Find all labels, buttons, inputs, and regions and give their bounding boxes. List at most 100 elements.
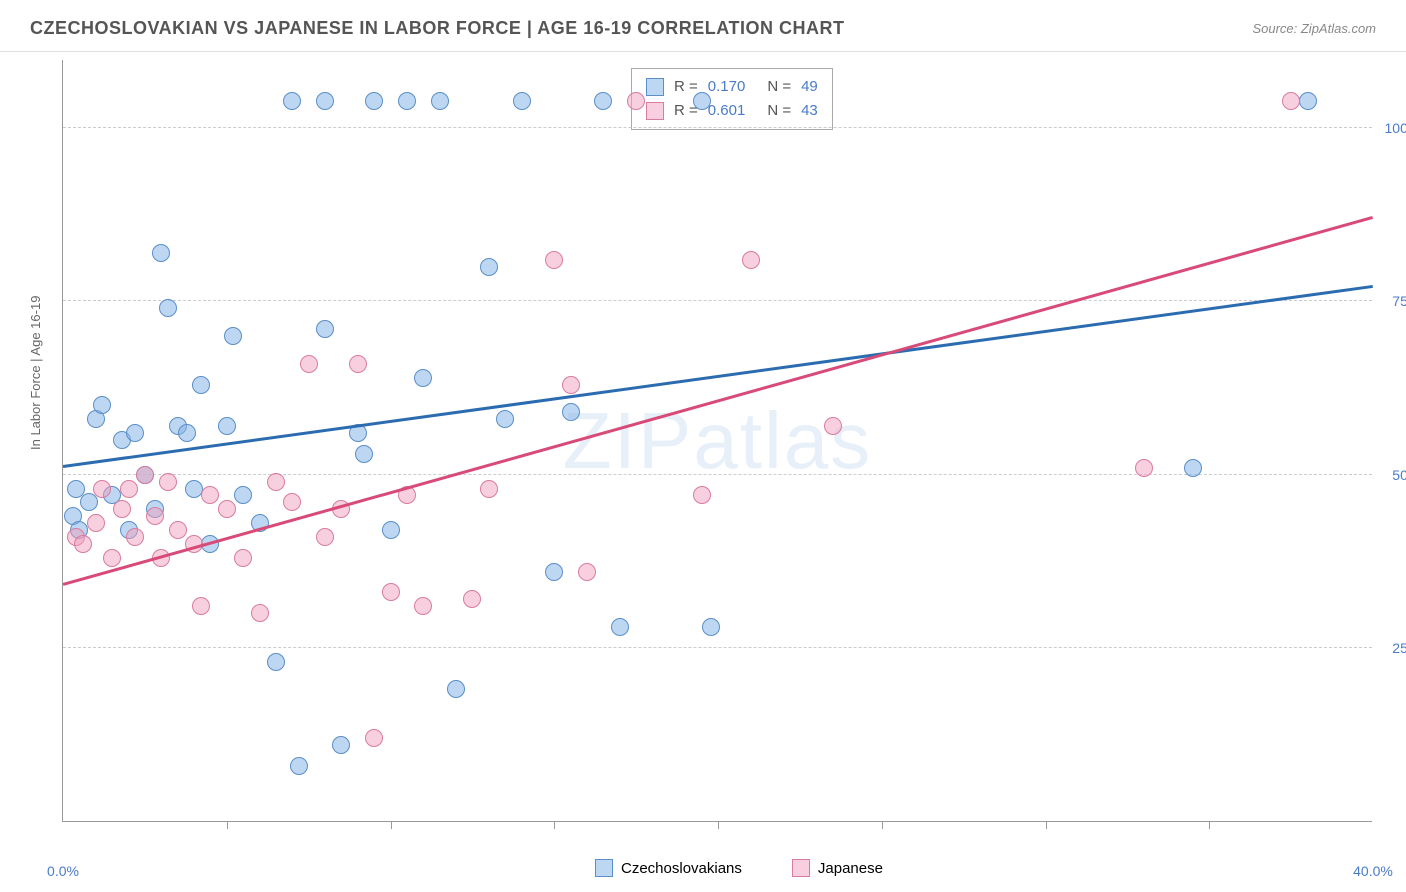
data-point	[742, 251, 760, 269]
data-point	[103, 549, 121, 567]
chart-container: CZECHOSLOVAKIAN VS JAPANESE IN LABOR FOR…	[0, 0, 1406, 892]
data-point	[234, 486, 252, 504]
data-point	[627, 92, 645, 110]
x-minor-tick	[1209, 821, 1210, 829]
gridline-horizontal	[63, 647, 1372, 648]
data-point	[562, 403, 580, 421]
data-point	[693, 486, 711, 504]
data-point	[611, 618, 629, 636]
x-minor-tick	[718, 821, 719, 829]
data-point	[702, 618, 720, 636]
data-point	[136, 466, 154, 484]
data-point	[87, 514, 105, 532]
x-minor-tick	[554, 821, 555, 829]
data-point	[159, 473, 177, 491]
legend: Czechoslovakians Japanese	[595, 859, 883, 877]
chart-title: CZECHOSLOVAKIAN VS JAPANESE IN LABOR FOR…	[30, 18, 844, 39]
swatch-japanese-icon	[792, 859, 810, 877]
data-point	[1282, 92, 1300, 110]
data-point	[414, 597, 432, 615]
data-point	[178, 424, 196, 442]
data-point	[447, 680, 465, 698]
data-point	[382, 583, 400, 601]
data-point	[218, 417, 236, 435]
data-point	[146, 507, 164, 525]
data-point	[545, 251, 563, 269]
data-point	[365, 729, 383, 747]
x-minor-tick	[882, 821, 883, 829]
legend-label: Japanese	[818, 860, 883, 877]
legend-label: Czechoslovakians	[621, 860, 742, 877]
x-tick-label: 0.0%	[47, 863, 79, 879]
data-point	[251, 604, 269, 622]
x-minor-tick	[1046, 821, 1047, 829]
y-axis-title: In Labor Force | Age 16-19	[28, 296, 43, 450]
legend-item-czech: Czechoslovakians	[595, 859, 742, 877]
swatch-czech-icon	[595, 859, 613, 877]
swatch-japanese-icon	[646, 102, 664, 120]
gridline-horizontal	[63, 474, 1372, 475]
gridline-horizontal	[63, 300, 1372, 301]
data-point	[1135, 459, 1153, 477]
data-point	[126, 528, 144, 546]
data-point	[93, 480, 111, 498]
data-point	[283, 92, 301, 110]
data-point	[693, 92, 711, 110]
stats-row-czech: R = 0.170 N = 49	[646, 75, 818, 99]
swatch-czech-icon	[646, 78, 664, 96]
y-tick-label: 25.0%	[1392, 640, 1406, 656]
data-point	[185, 480, 203, 498]
data-point	[824, 417, 842, 435]
data-point	[480, 258, 498, 276]
n-label: N =	[767, 75, 791, 99]
trend-line	[63, 216, 1374, 586]
data-point	[159, 299, 177, 317]
data-point	[414, 369, 432, 387]
x-minor-tick	[391, 821, 392, 829]
header: CZECHOSLOVAKIAN VS JAPANESE IN LABOR FOR…	[0, 0, 1406, 52]
data-point	[463, 590, 481, 608]
data-point	[578, 563, 596, 581]
data-point	[355, 445, 373, 463]
data-point	[480, 480, 498, 498]
data-point	[365, 92, 383, 110]
data-point	[224, 327, 242, 345]
data-point	[201, 486, 219, 504]
data-point	[192, 597, 210, 615]
r-value-czech: 0.170	[708, 75, 746, 99]
data-point	[120, 480, 138, 498]
n-value-japanese: 43	[801, 99, 818, 123]
n-label: N =	[767, 99, 791, 123]
data-point	[1299, 92, 1317, 110]
data-point	[290, 757, 308, 775]
data-point	[316, 92, 334, 110]
trend-line	[63, 285, 1373, 468]
data-point	[431, 92, 449, 110]
data-point	[496, 410, 514, 428]
data-point	[545, 563, 563, 581]
x-minor-tick	[227, 821, 228, 829]
data-point	[316, 320, 334, 338]
data-point	[349, 355, 367, 373]
n-value-czech: 49	[801, 75, 818, 99]
data-point	[1184, 459, 1202, 477]
data-point	[234, 549, 252, 567]
source-label: Source: ZipAtlas.com	[1252, 21, 1376, 36]
data-point	[283, 493, 301, 511]
data-point	[267, 653, 285, 671]
y-tick-label: 75.0%	[1392, 293, 1406, 309]
data-point	[169, 521, 187, 539]
y-tick-label: 100.0%	[1385, 120, 1406, 136]
stats-row-japanese: R = 0.601 N = 43	[646, 99, 818, 123]
data-point	[398, 92, 416, 110]
data-point	[513, 92, 531, 110]
x-tick-label: 40.0%	[1353, 863, 1393, 879]
data-point	[74, 535, 92, 553]
plot-area: ZIPatlas R = 0.170 N = 49 R = 0.601 N = …	[62, 60, 1372, 822]
gridline-horizontal	[63, 127, 1372, 128]
data-point	[113, 500, 131, 518]
data-point	[594, 92, 612, 110]
data-point	[332, 736, 350, 754]
data-point	[93, 396, 111, 414]
data-point	[562, 376, 580, 394]
